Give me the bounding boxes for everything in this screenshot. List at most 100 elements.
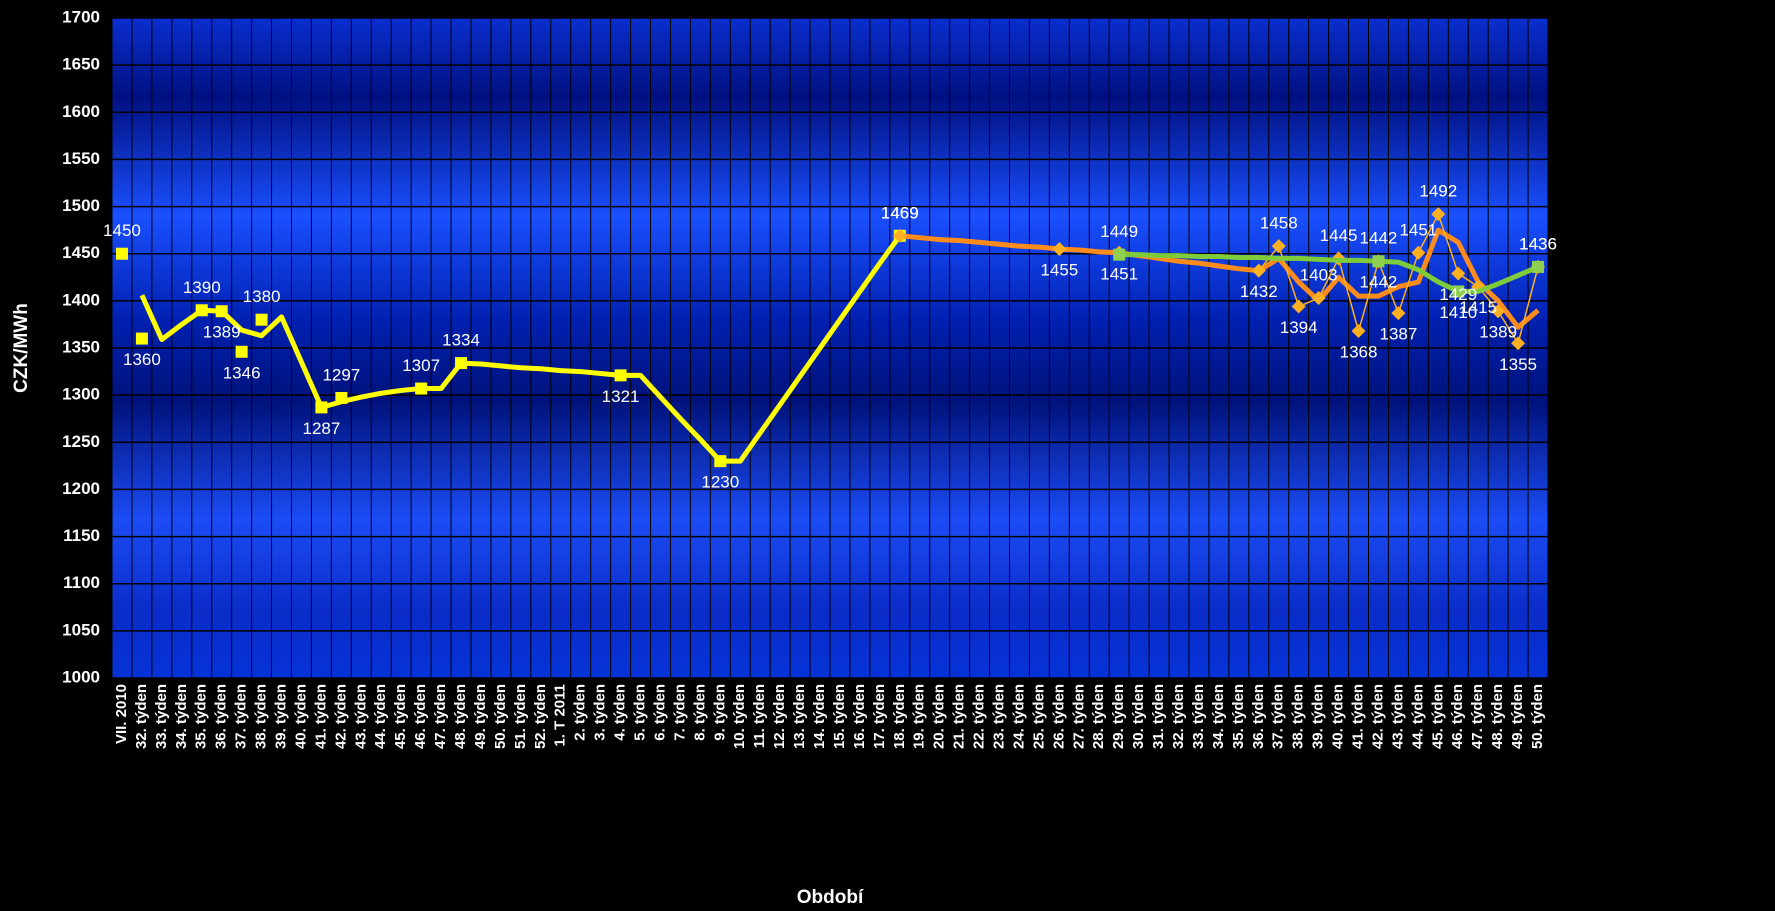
data-label: 1346 <box>223 363 261 382</box>
x-tick-label: 3. týden <box>592 684 609 741</box>
x-tick-label: 10. týden <box>731 684 748 749</box>
x-tick-label: 43. týden <box>1389 684 1406 749</box>
marker <box>1452 285 1465 298</box>
marker <box>1532 260 1545 273</box>
marker <box>1411 245 1426 260</box>
x-tick-label: 20. týden <box>931 684 948 749</box>
marker <box>1511 336 1526 351</box>
x-tick-label: 36. týden <box>213 684 230 749</box>
data-label: 1410 <box>1439 303 1477 322</box>
y-tick-label: 1250 <box>62 432 100 451</box>
data-label: 1436 <box>1519 234 1557 253</box>
x-tick-label: 34. týden <box>1210 684 1227 749</box>
data-label: 1450 <box>103 221 141 240</box>
marker <box>614 369 627 382</box>
x-tick-label: 25. týden <box>1030 684 1047 749</box>
x-tick-label: 23. týden <box>990 684 1007 749</box>
y-tick-label: 1600 <box>62 102 100 121</box>
x-tick-label: 35. týden <box>193 684 210 749</box>
x-tick-label: 12. týden <box>771 684 788 749</box>
marker <box>415 382 428 395</box>
marker <box>215 305 228 318</box>
series-line <box>899 227 1540 330</box>
x-tick-label: 42. týden <box>1369 684 1386 749</box>
data-label: 1355 <box>1499 355 1537 374</box>
marker <box>195 304 208 317</box>
y-tick-label: 1200 <box>62 479 100 498</box>
x-tick-label: 46. týden <box>412 684 429 749</box>
x-tick-label: 33. týden <box>1190 684 1207 749</box>
data-label: 1321 <box>602 387 640 406</box>
y-tick-label: 1000 <box>62 667 100 686</box>
marker <box>1431 207 1446 222</box>
marker <box>1251 263 1266 278</box>
x-tick-label: 41. týden <box>1349 684 1366 749</box>
data-label: 1469 <box>881 203 919 222</box>
y-tick-label: 1650 <box>62 55 100 74</box>
marker <box>1351 324 1366 339</box>
x-tick-label: 39. týden <box>272 684 289 749</box>
x-tick-label: 21. týden <box>951 684 968 749</box>
x-tick-label: 37. týden <box>1270 684 1287 749</box>
data-label: 1436 <box>1519 234 1557 253</box>
marker <box>1451 266 1466 281</box>
x-tick-label: 49. týden <box>1509 684 1526 749</box>
x-tick-label: 44. týden <box>1409 684 1426 749</box>
marker <box>1271 239 1286 254</box>
data-label: 1451 <box>1100 264 1138 283</box>
y-tick-label: 1150 <box>63 526 100 545</box>
x-tick-label: 50. týden <box>492 684 509 749</box>
x-tick-label: 37. týden <box>233 684 250 749</box>
data-label: 1432 <box>1240 282 1278 301</box>
x-tick-label: VII. 2010 <box>113 684 130 744</box>
x-tick-label: 26. týden <box>1050 684 1067 749</box>
grid <box>111 17 1549 679</box>
data-label: 1307 <box>402 356 440 375</box>
marks <box>115 207 1546 468</box>
x-tick-label: 13. týden <box>791 684 808 749</box>
marker <box>1372 255 1385 268</box>
x-axis-title: Období <box>797 887 864 908</box>
y-tick-label: 1100 <box>63 573 100 592</box>
x-tick-label: 34. týden <box>173 684 190 749</box>
x-tick-label: 35. týden <box>1230 684 1247 749</box>
data-label: 1451 <box>1399 220 1437 239</box>
x-tick-label: 5. týden <box>631 684 648 741</box>
x-tick-label: 50. týden <box>1529 684 1546 749</box>
x-tick-label: 9. týden <box>711 684 728 741</box>
x-tick-label: 16. týden <box>851 684 868 749</box>
x-tick-label: 51. týden <box>512 684 529 749</box>
x-tick-label: 48. týden <box>1489 684 1506 749</box>
data-label: 1297 <box>322 365 360 384</box>
x-tick-label: 7. týden <box>671 684 688 741</box>
y-tick-label: 1450 <box>62 243 100 262</box>
x-tick-label: 14. týden <box>811 684 828 749</box>
x-tick-label: 46. týden <box>1449 684 1466 749</box>
x-tick-label: 8. týden <box>691 684 708 741</box>
x-tick-label: 41. týden <box>312 684 329 749</box>
data-label: 1429 <box>1439 285 1477 304</box>
data-label: 1334 <box>442 331 480 350</box>
x-tick-label: 42. týden <box>332 684 349 749</box>
x-tick-label: 40. týden <box>292 684 309 749</box>
data-label: 1445 <box>1320 226 1358 245</box>
data-label: 1458 <box>1260 214 1298 233</box>
marker <box>115 247 128 260</box>
marker <box>235 345 248 358</box>
series-line <box>1119 252 1540 294</box>
x-tick-label: 38. týden <box>1290 684 1307 749</box>
x-tick-label: 45. týden <box>392 684 409 749</box>
marker <box>714 455 727 468</box>
x-tick-label: 40. týden <box>1330 684 1347 749</box>
data-label: 1455 <box>1040 260 1078 279</box>
y-tick-label: 1500 <box>62 196 100 215</box>
x-tick-label: 22. týden <box>971 684 988 749</box>
data-label: 1442 <box>1360 273 1398 292</box>
y-tick-label: 1700 <box>62 7 100 26</box>
marker <box>1491 304 1506 319</box>
data-label: 1360 <box>123 350 161 369</box>
x-tick-label: 38. týden <box>253 684 270 749</box>
x-tick-label: 49. týden <box>472 684 489 749</box>
